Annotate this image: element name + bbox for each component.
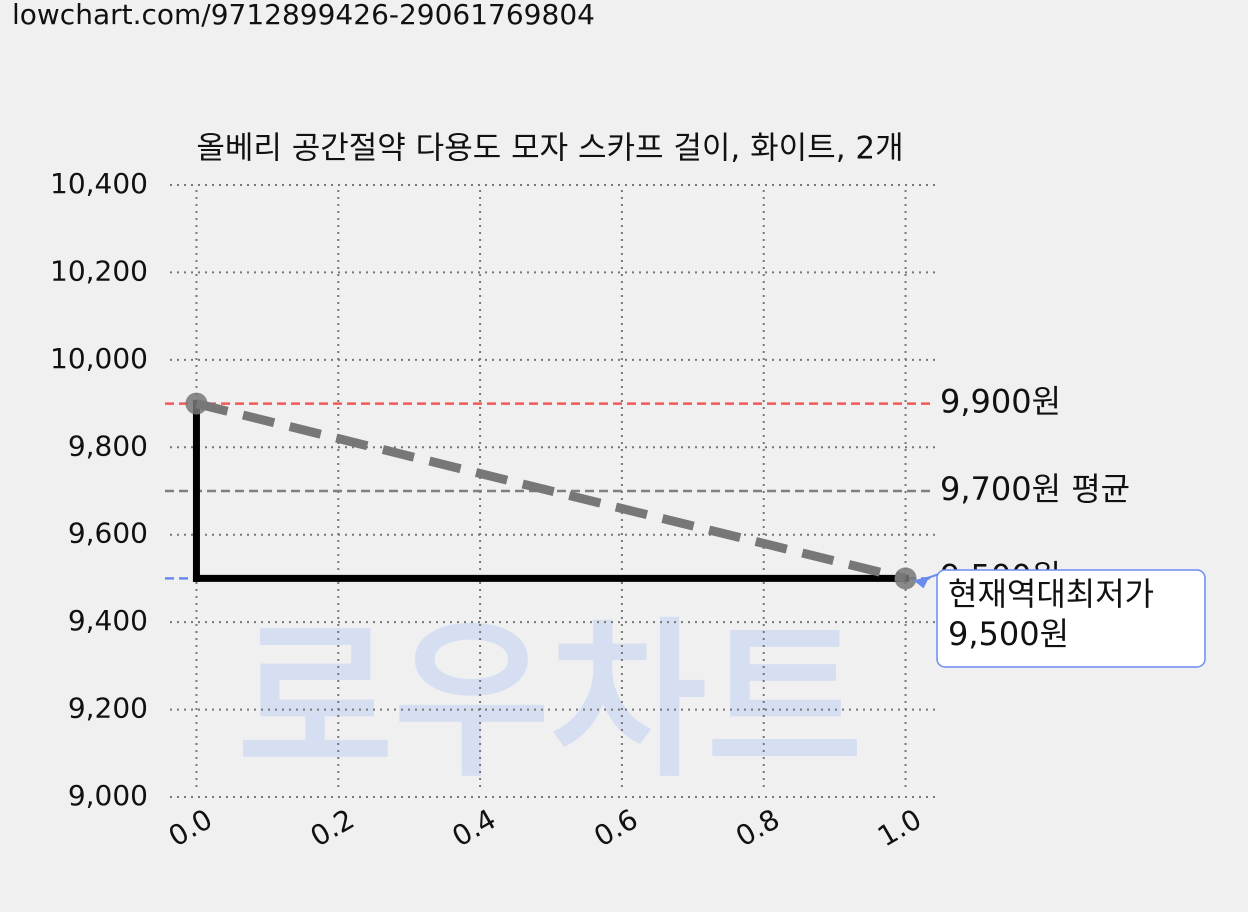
- annotation-text: 현재역대최저가: [948, 575, 1154, 613]
- reference-label: 9,700원 평균: [940, 470, 1130, 508]
- x-tick-label: 1.0: [872, 802, 927, 853]
- y-tick-label: 9,200: [68, 692, 148, 725]
- y-tick-label: 9,600: [68, 517, 148, 550]
- x-tick-label: 0.6: [588, 802, 643, 853]
- y-tick-label: 9,800: [68, 429, 148, 462]
- y-tick-label: 10,400: [50, 167, 148, 200]
- watermark: 로우차트: [237, 603, 863, 801]
- x-tick-label: 0.2: [305, 802, 360, 853]
- y-tick-label: 10,000: [50, 342, 148, 375]
- annotation-box: [936, 569, 1206, 668]
- y-tick-label: 10,200: [50, 254, 148, 287]
- reference-label: 9,900원: [940, 383, 1061, 421]
- y-tick-label: 9,400: [68, 604, 148, 637]
- chart-title: 올베리 공간절약 다용도 모자 스카프 걸이, 화이트, 2개: [196, 131, 903, 167]
- annotation-arrowhead: [913, 576, 930, 589]
- annotation-text: 9,500원: [948, 615, 1069, 653]
- x-tick-label: 0.0: [163, 802, 218, 853]
- x-tick-label: 0.4: [447, 802, 502, 853]
- url: lowchart.com/9712899426-29061769804: [12, 0, 595, 31]
- y-tick-label: 9,000: [68, 779, 148, 812]
- series-line: [195, 399, 907, 583]
- x-tick-label: 0.8: [730, 802, 785, 853]
- point: [894, 567, 917, 590]
- point: [185, 392, 208, 415]
